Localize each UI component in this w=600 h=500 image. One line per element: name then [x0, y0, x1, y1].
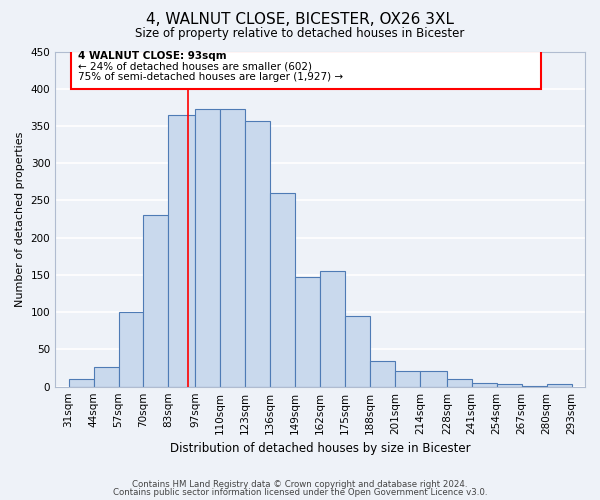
X-axis label: Distribution of detached houses by size in Bicester: Distribution of detached houses by size … [170, 442, 470, 455]
Bar [497, 384, 521, 386]
Text: Contains HM Land Registry data © Crown copyright and database right 2024.: Contains HM Land Registry data © Crown c… [132, 480, 468, 489]
Bar [71, 51, 541, 90]
Text: 4 WALNUT CLOSE: 93sqm: 4 WALNUT CLOSE: 93sqm [78, 51, 227, 61]
Bar [143, 216, 169, 386]
Bar [370, 362, 395, 386]
Bar [295, 277, 320, 386]
Bar [270, 193, 295, 386]
Bar [94, 366, 119, 386]
Bar [68, 379, 94, 386]
Text: Size of property relative to detached houses in Bicester: Size of property relative to detached ho… [136, 28, 464, 40]
Y-axis label: Number of detached properties: Number of detached properties [15, 132, 25, 307]
Bar [447, 379, 472, 386]
Bar [119, 312, 143, 386]
Bar [245, 121, 270, 386]
Bar [220, 109, 245, 386]
Bar [420, 371, 447, 386]
Text: ← 24% of detached houses are smaller (602): ← 24% of detached houses are smaller (60… [78, 62, 312, 72]
Bar [547, 384, 572, 386]
Bar [395, 371, 420, 386]
Bar [196, 109, 220, 386]
Text: 4, WALNUT CLOSE, BICESTER, OX26 3XL: 4, WALNUT CLOSE, BICESTER, OX26 3XL [146, 12, 454, 28]
Bar [472, 383, 497, 386]
Bar [320, 271, 345, 386]
Bar [169, 115, 196, 386]
Text: Contains public sector information licensed under the Open Government Licence v3: Contains public sector information licen… [113, 488, 487, 497]
Bar [345, 316, 370, 386]
Text: 75% of semi-detached houses are larger (1,927) →: 75% of semi-detached houses are larger (… [78, 72, 343, 82]
